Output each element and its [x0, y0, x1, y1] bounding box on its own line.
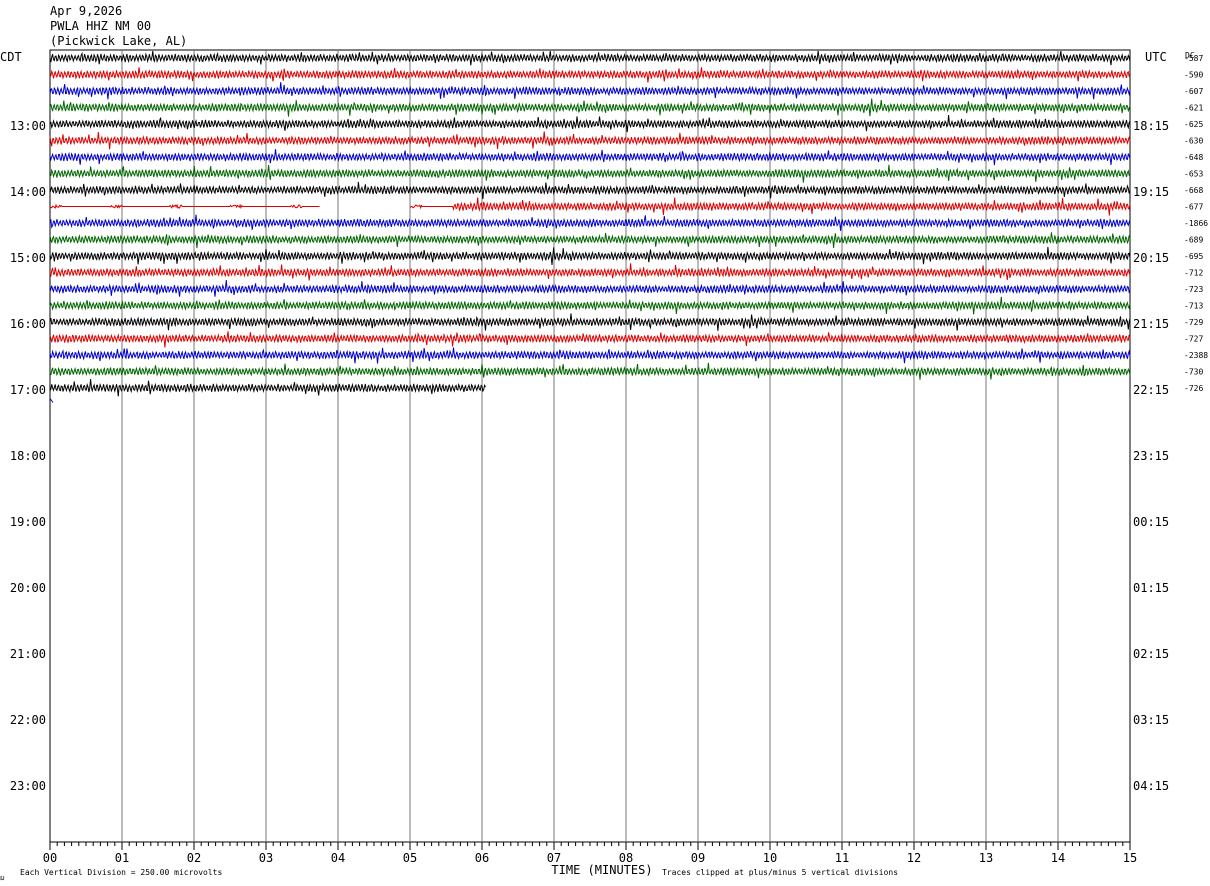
seismogram-trace — [49, 50, 1131, 66]
axis-labels: CDT UTC DC 13:00 14:00 15:00 16:00 17:00 18:00 19… — [0, 50, 1208, 882]
utc-hour-label: 21:15 — [1133, 317, 1169, 331]
seismogram-trace — [49, 232, 1131, 249]
seismogram-trace — [49, 67, 1131, 83]
cdt-hour-label: 22:00 — [10, 713, 46, 727]
dc-offset-label: -587 — [1184, 54, 1203, 63]
x-tick-label: 14 — [1051, 851, 1065, 865]
seismogram-trace — [49, 378, 486, 397]
dc-offset-label: -695 — [1184, 252, 1203, 261]
seismogram-trace — [49, 247, 1131, 265]
plot-frame — [49, 49, 1131, 843]
seismogram-trace — [49, 115, 1131, 133]
dc-offset-label: -621 — [1184, 104, 1203, 113]
seismogram-trace — [49, 279, 1131, 297]
seismogram-trace — [49, 362, 1131, 380]
dc-offset-label: -726 — [1184, 384, 1203, 393]
seismogram-trace — [49, 181, 1131, 199]
dc-offset-label: -712 — [1184, 269, 1203, 278]
utc-axis-title: UTC — [1145, 50, 1167, 64]
seismogram-trace — [49, 149, 1131, 166]
trace-start-mark — [49, 398, 54, 403]
dc-offset-label: -689 — [1184, 236, 1203, 245]
dc-title: DC — [1185, 51, 1195, 60]
dc-offset-label: -1866 — [1184, 219, 1208, 228]
cdt-hour-label: 20:00 — [10, 581, 46, 595]
seismogram-trace — [49, 98, 1131, 117]
x-axis-title: TIME (MINUTES) — [551, 863, 652, 877]
x-tick-label: 09 — [691, 851, 705, 865]
dc-offset-label: -723 — [1184, 285, 1203, 294]
utc-hour-label: 04:15 — [1133, 779, 1169, 793]
time-axis: 00 01 02 03 04 05 06 07 08 09 10 11 12 13 14 15 TIME (MI… — [43, 842, 1137, 877]
trace-group — [49, 50, 1131, 403]
cdt-hour-label: 23:00 — [10, 779, 46, 793]
x-tick-label: 15 — [1123, 851, 1137, 865]
utc-hour-label: 02:15 — [1133, 647, 1169, 661]
scale-note: Each Vertical Division = 250.00 microvol… — [20, 868, 222, 877]
x-tick-label: 04 — [331, 851, 345, 865]
cdt-hour-label: 17:00 — [10, 383, 46, 397]
cdt-hour-label: 18:00 — [10, 449, 46, 463]
utc-hour-label: 01:15 — [1133, 581, 1169, 595]
x-tick-label: 05 — [403, 851, 417, 865]
x-tick-label: 07 — [547, 851, 561, 865]
cdt-hour-label: 14:00 — [10, 185, 46, 199]
dc-offset-label: -668 — [1184, 186, 1203, 195]
seismogram-trace — [49, 263, 1131, 281]
cdt-hour-label: 13:00 — [10, 119, 46, 133]
utc-hour-label: 23:15 — [1133, 449, 1169, 463]
utc-hour-label: 20:15 — [1133, 251, 1169, 265]
cdt-axis-title: CDT — [0, 50, 22, 64]
x-tick-label: 10 — [763, 851, 777, 865]
dc-offset-label: -2388 — [1184, 351, 1208, 360]
dc-offset-label: -625 — [1184, 120, 1203, 129]
dc-offset-label: -607 — [1184, 87, 1203, 96]
clip-note: Traces clipped at plus/minus 5 vertical … — [662, 868, 898, 877]
x-tick-label: 08 — [619, 851, 633, 865]
utc-hour-label: 22:15 — [1133, 383, 1169, 397]
dc-offset-label: -730 — [1184, 368, 1203, 377]
dc-offset-label: -727 — [1184, 335, 1203, 344]
dc-offset-label: -648 — [1184, 153, 1203, 162]
seismogram-trace — [49, 82, 1131, 100]
x-tick-label: 13 — [979, 851, 993, 865]
header-location: (Pickwick Lake, AL) — [50, 34, 188, 48]
seismogram-trace — [49, 296, 1131, 315]
dc-offset-label: -590 — [1184, 71, 1203, 80]
x-tick-label: 06 — [475, 851, 489, 865]
x-tick-label: 11 — [835, 851, 849, 865]
seismogram-trace — [49, 331, 1131, 348]
x-tick-label: 02 — [187, 851, 201, 865]
seismogram-trace — [49, 313, 1131, 331]
seismogram-trace — [49, 347, 1131, 364]
seismogram-trace — [49, 214, 1131, 231]
header-station: PWLA HHZ NM 00 — [50, 19, 152, 33]
x-tick-label: 01 — [115, 851, 129, 865]
x-tick-label: 03 — [259, 851, 273, 865]
x-tick-label: 12 — [907, 851, 921, 865]
dc-offset-label: -729 — [1184, 318, 1203, 327]
dc-offset-label: -677 — [1184, 203, 1203, 212]
seismogram-trace — [49, 197, 1131, 216]
utc-hour-label: 03:15 — [1133, 713, 1169, 727]
minute-grid — [49, 49, 1131, 843]
dc-offset-label: -713 — [1184, 302, 1203, 311]
seismogram-trace — [49, 164, 1131, 183]
cdt-hour-label: 21:00 — [10, 647, 46, 661]
seismogram-trace — [49, 131, 1131, 150]
corner-mark: ຏ — [0, 874, 5, 882]
cdt-hour-label: 15:00 — [10, 251, 46, 265]
cdt-hour-label: 16:00 — [10, 317, 46, 331]
x-tick-label: 00 — [43, 851, 57, 865]
dc-offset-label: -630 — [1184, 137, 1203, 146]
utc-hour-label: 19:15 — [1133, 185, 1169, 199]
header-date: Apr 9,2026 — [50, 4, 123, 18]
cdt-hour-label: 19:00 — [10, 515, 46, 529]
utc-hour-label: 18:15 — [1133, 119, 1169, 133]
dc-offset-label: -653 — [1184, 170, 1203, 179]
utc-hour-label: 00:15 — [1133, 515, 1169, 529]
